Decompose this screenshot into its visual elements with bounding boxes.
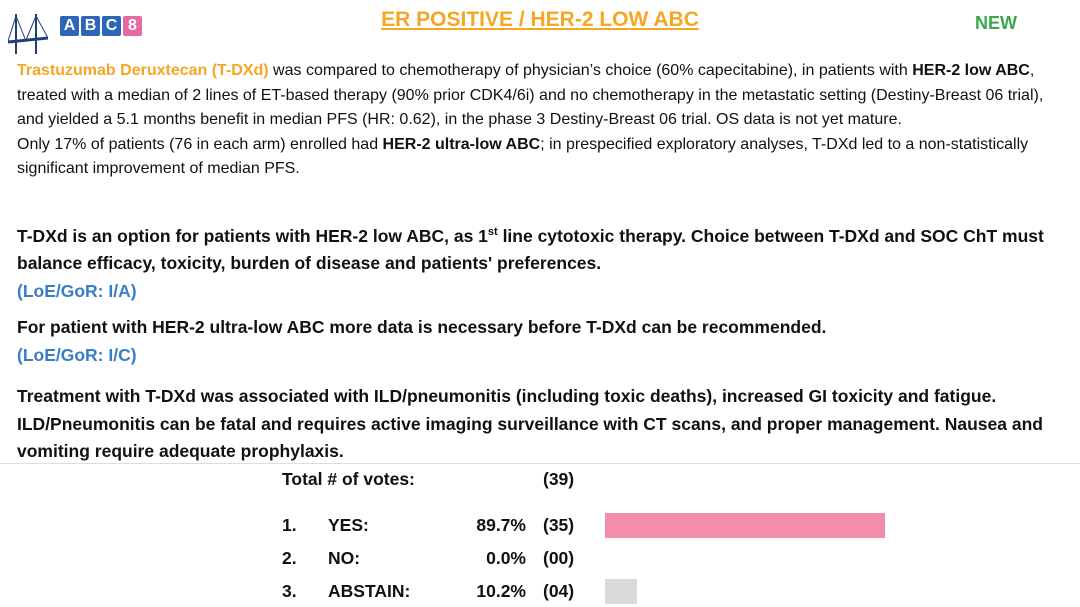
text-run-bold: HER-2 low ABC	[912, 62, 1030, 79]
vote-option: NO:	[328, 548, 361, 568]
text-run: line cytotoxic therapy. Choice between T…	[17, 225, 1044, 274]
text-run-bold: HER-2 ultra-low ABC	[382, 135, 541, 153]
vote-number: 1.	[282, 515, 297, 535]
logo-letter: 8	[123, 16, 142, 36]
total-label: Total # of votes:	[282, 469, 415, 489]
text-run: ; in prespecified exploratory analyses, …	[17, 135, 1029, 178]
recommendation: T-DXd is an option for patients with HER…	[17, 219, 1075, 305]
vote-count: (00)	[543, 548, 575, 568]
text-run: T-DXd is an option for patients with HER…	[17, 225, 488, 246]
slide-title: ER POSITIVE / HER-2 LOW ABC	[381, 8, 699, 31]
logo-bridge	[8, 14, 48, 54]
vote-count: (04)	[543, 581, 575, 601]
vote-number: 3.	[282, 581, 297, 601]
paragraph: Trastuzumab Deruxtecan (T-DXd) was compa…	[17, 59, 1069, 133]
drug-name: Trastuzumab Deruxtecan (T-DXd)	[17, 62, 269, 79]
vote-bar	[605, 579, 637, 604]
logo-letter: B	[81, 16, 100, 36]
vote-option: YES:	[328, 515, 369, 535]
recommendation-text: For patient with HER-2 ultra-low ABC mor…	[17, 317, 827, 337]
total-count: (39)	[543, 469, 575, 489]
vote-bar	[605, 513, 885, 538]
logo-letter: A	[60, 16, 79, 36]
superscript: st	[487, 226, 498, 238]
paragraph: Only 17% of patients (76 in each arm) en…	[17, 133, 1069, 182]
vote-percent: 0.0%	[486, 548, 526, 568]
recommendation: Treatment with T-DXd was associated with…	[17, 383, 1075, 466]
intro-text: Trastuzumab Deruxtecan (T-DXd) was compa…	[17, 59, 1069, 182]
separator	[0, 463, 1080, 464]
recommendation: For patient with HER-2 ultra-low ABC mor…	[17, 314, 1075, 369]
loe: (LoE/GoR: I/A)	[17, 280, 137, 301]
recommendation-text: Treatment with T-DXd was associated with…	[17, 386, 1043, 461]
vote-option: ABSTAIN:	[328, 581, 411, 601]
vote-number: 2.	[282, 548, 297, 568]
vote-percent: 10.2%	[476, 581, 526, 601]
text-run: was compared to chemotherapy of physicia…	[268, 62, 913, 79]
vote-percent: 89.7%	[476, 515, 526, 535]
text-run: Only 17% of patients (76 in each arm) en…	[17, 135, 383, 153]
vote-count: (35)	[543, 515, 575, 535]
logo-letter: C	[102, 16, 121, 36]
text-run: , treated with a median of 2 lines of ET…	[17, 62, 1044, 128]
new-badge: NEW	[975, 13, 1017, 33]
recommendation-text: T-DXd is an option for patients with HER…	[17, 219, 1075, 278]
loe: (LoE/GoR: I/C)	[17, 344, 137, 365]
